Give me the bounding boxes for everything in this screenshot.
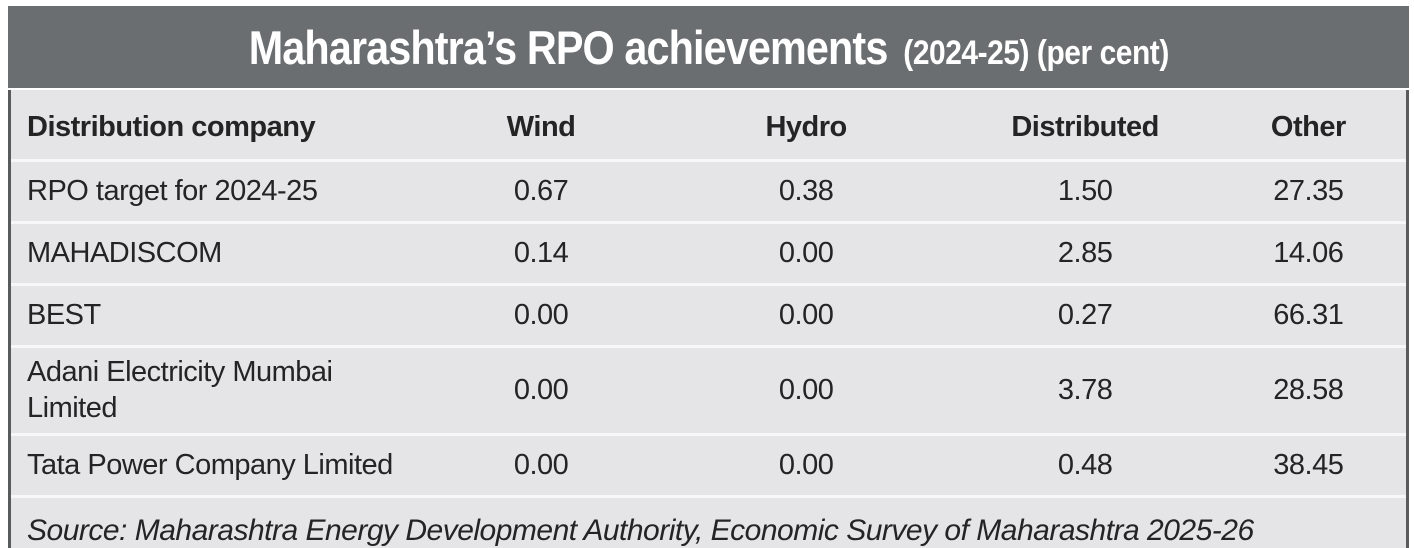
hydro-cell: 0.00	[653, 347, 960, 435]
table-row: BEST 0.00 0.00 0.27 66.31	[11, 285, 1406, 347]
hydro-cell: 0.00	[653, 285, 960, 347]
company-cell: MAHADISCOM	[11, 223, 430, 285]
other-cell: 14.06	[1211, 223, 1406, 285]
column-header-wind: Wind	[430, 90, 653, 161]
distributed-cell: 2.85	[960, 223, 1211, 285]
other-cell: 27.35	[1211, 161, 1406, 223]
rpo-table: Distribution company Wind Hydro Distribu…	[11, 90, 1406, 498]
table-row: MAHADISCOM 0.14 0.00 2.85 14.06	[11, 223, 1406, 285]
distributed-cell: 0.27	[960, 285, 1211, 347]
wind-cell: 0.00	[430, 434, 653, 496]
table-row: RPO target for 2024-25 0.67 0.38 1.50 27…	[11, 161, 1406, 223]
table-header-row: Distribution company Wind Hydro Distribu…	[11, 90, 1406, 161]
chart-subtitle: (2024-25) (per cent)	[903, 34, 1169, 73]
wind-cell: 0.00	[430, 285, 653, 347]
company-cell: RPO target for 2024-25	[11, 161, 430, 223]
title-bar: Maharashtra’s RPO achievements (2024-25)…	[8, 6, 1409, 88]
source-note: Source: Maharashtra Energy Development A…	[11, 498, 1406, 548]
column-header-hydro: Hydro	[653, 90, 960, 161]
column-header-company: Distribution company	[11, 90, 430, 161]
table-row: Adani Electricity Mumbai Limited 0.00 0.…	[11, 347, 1406, 435]
company-cell: Adani Electricity Mumbai Limited	[11, 347, 430, 435]
table-container: Distribution company Wind Hydro Distribu…	[8, 90, 1409, 548]
infographic-panel: Maharashtra’s RPO achievements (2024-25)…	[8, 6, 1409, 515]
chart-title: Maharashtra’s RPO achievements	[248, 20, 887, 75]
column-header-distributed: Distributed	[960, 90, 1211, 161]
other-cell: 66.31	[1211, 285, 1406, 347]
hydro-cell: 0.38	[653, 161, 960, 223]
other-cell: 38.45	[1211, 434, 1406, 496]
wind-cell: 0.14	[430, 223, 653, 285]
column-header-other: Other	[1211, 90, 1406, 161]
distributed-cell: 1.50	[960, 161, 1211, 223]
wind-cell: 0.67	[430, 161, 653, 223]
distributed-cell: 3.78	[960, 347, 1211, 435]
hydro-cell: 0.00	[653, 434, 960, 496]
distributed-cell: 0.48	[960, 434, 1211, 496]
wind-cell: 0.00	[430, 347, 653, 435]
other-cell: 28.58	[1211, 347, 1406, 435]
title-wrap: Maharashtra’s RPO achievements (2024-25)…	[248, 20, 1168, 75]
hydro-cell: 0.00	[653, 223, 960, 285]
table-row: Tata Power Company Limited 0.00 0.00 0.4…	[11, 434, 1406, 496]
company-cell: BEST	[11, 285, 430, 347]
company-cell: Tata Power Company Limited	[11, 434, 430, 496]
